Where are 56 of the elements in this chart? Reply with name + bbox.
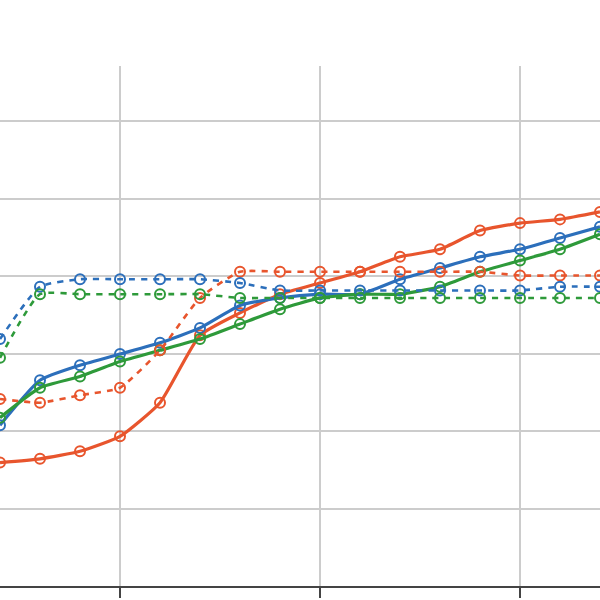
point xyxy=(114,288,126,301)
point xyxy=(114,273,126,286)
point xyxy=(274,303,286,316)
point xyxy=(314,284,326,297)
point xyxy=(514,284,526,297)
point xyxy=(554,291,566,304)
point xyxy=(114,430,126,443)
point xyxy=(274,265,286,278)
point xyxy=(34,374,46,387)
point xyxy=(394,265,406,278)
point xyxy=(474,250,486,263)
point xyxy=(554,269,566,282)
point xyxy=(34,452,46,465)
point xyxy=(114,381,126,394)
point xyxy=(74,445,86,458)
point xyxy=(74,389,86,402)
point xyxy=(474,224,486,237)
point xyxy=(34,381,46,394)
point xyxy=(194,321,206,334)
point xyxy=(114,355,126,368)
point xyxy=(154,288,166,301)
point xyxy=(234,265,246,278)
point xyxy=(514,243,526,256)
point xyxy=(154,336,166,349)
point xyxy=(74,370,86,383)
point xyxy=(34,396,46,409)
point xyxy=(154,396,166,409)
point xyxy=(514,217,526,230)
point xyxy=(114,348,126,361)
point xyxy=(74,288,86,301)
point xyxy=(74,359,86,372)
point xyxy=(554,213,566,226)
point xyxy=(434,291,446,304)
point xyxy=(554,243,566,256)
point xyxy=(154,273,166,286)
point xyxy=(314,276,326,289)
point xyxy=(234,299,246,312)
point xyxy=(234,276,246,289)
point xyxy=(74,273,86,286)
point xyxy=(514,269,526,282)
point xyxy=(514,291,526,304)
point xyxy=(514,254,526,267)
point xyxy=(554,280,566,293)
point xyxy=(194,273,206,286)
point xyxy=(394,250,406,263)
point xyxy=(554,232,566,245)
point xyxy=(234,318,246,331)
point xyxy=(434,243,446,256)
point xyxy=(394,273,406,286)
point xyxy=(314,265,326,278)
point xyxy=(474,291,486,304)
point xyxy=(234,291,246,304)
point xyxy=(474,284,486,297)
point xyxy=(234,306,246,319)
point xyxy=(34,288,46,301)
point xyxy=(34,280,46,293)
